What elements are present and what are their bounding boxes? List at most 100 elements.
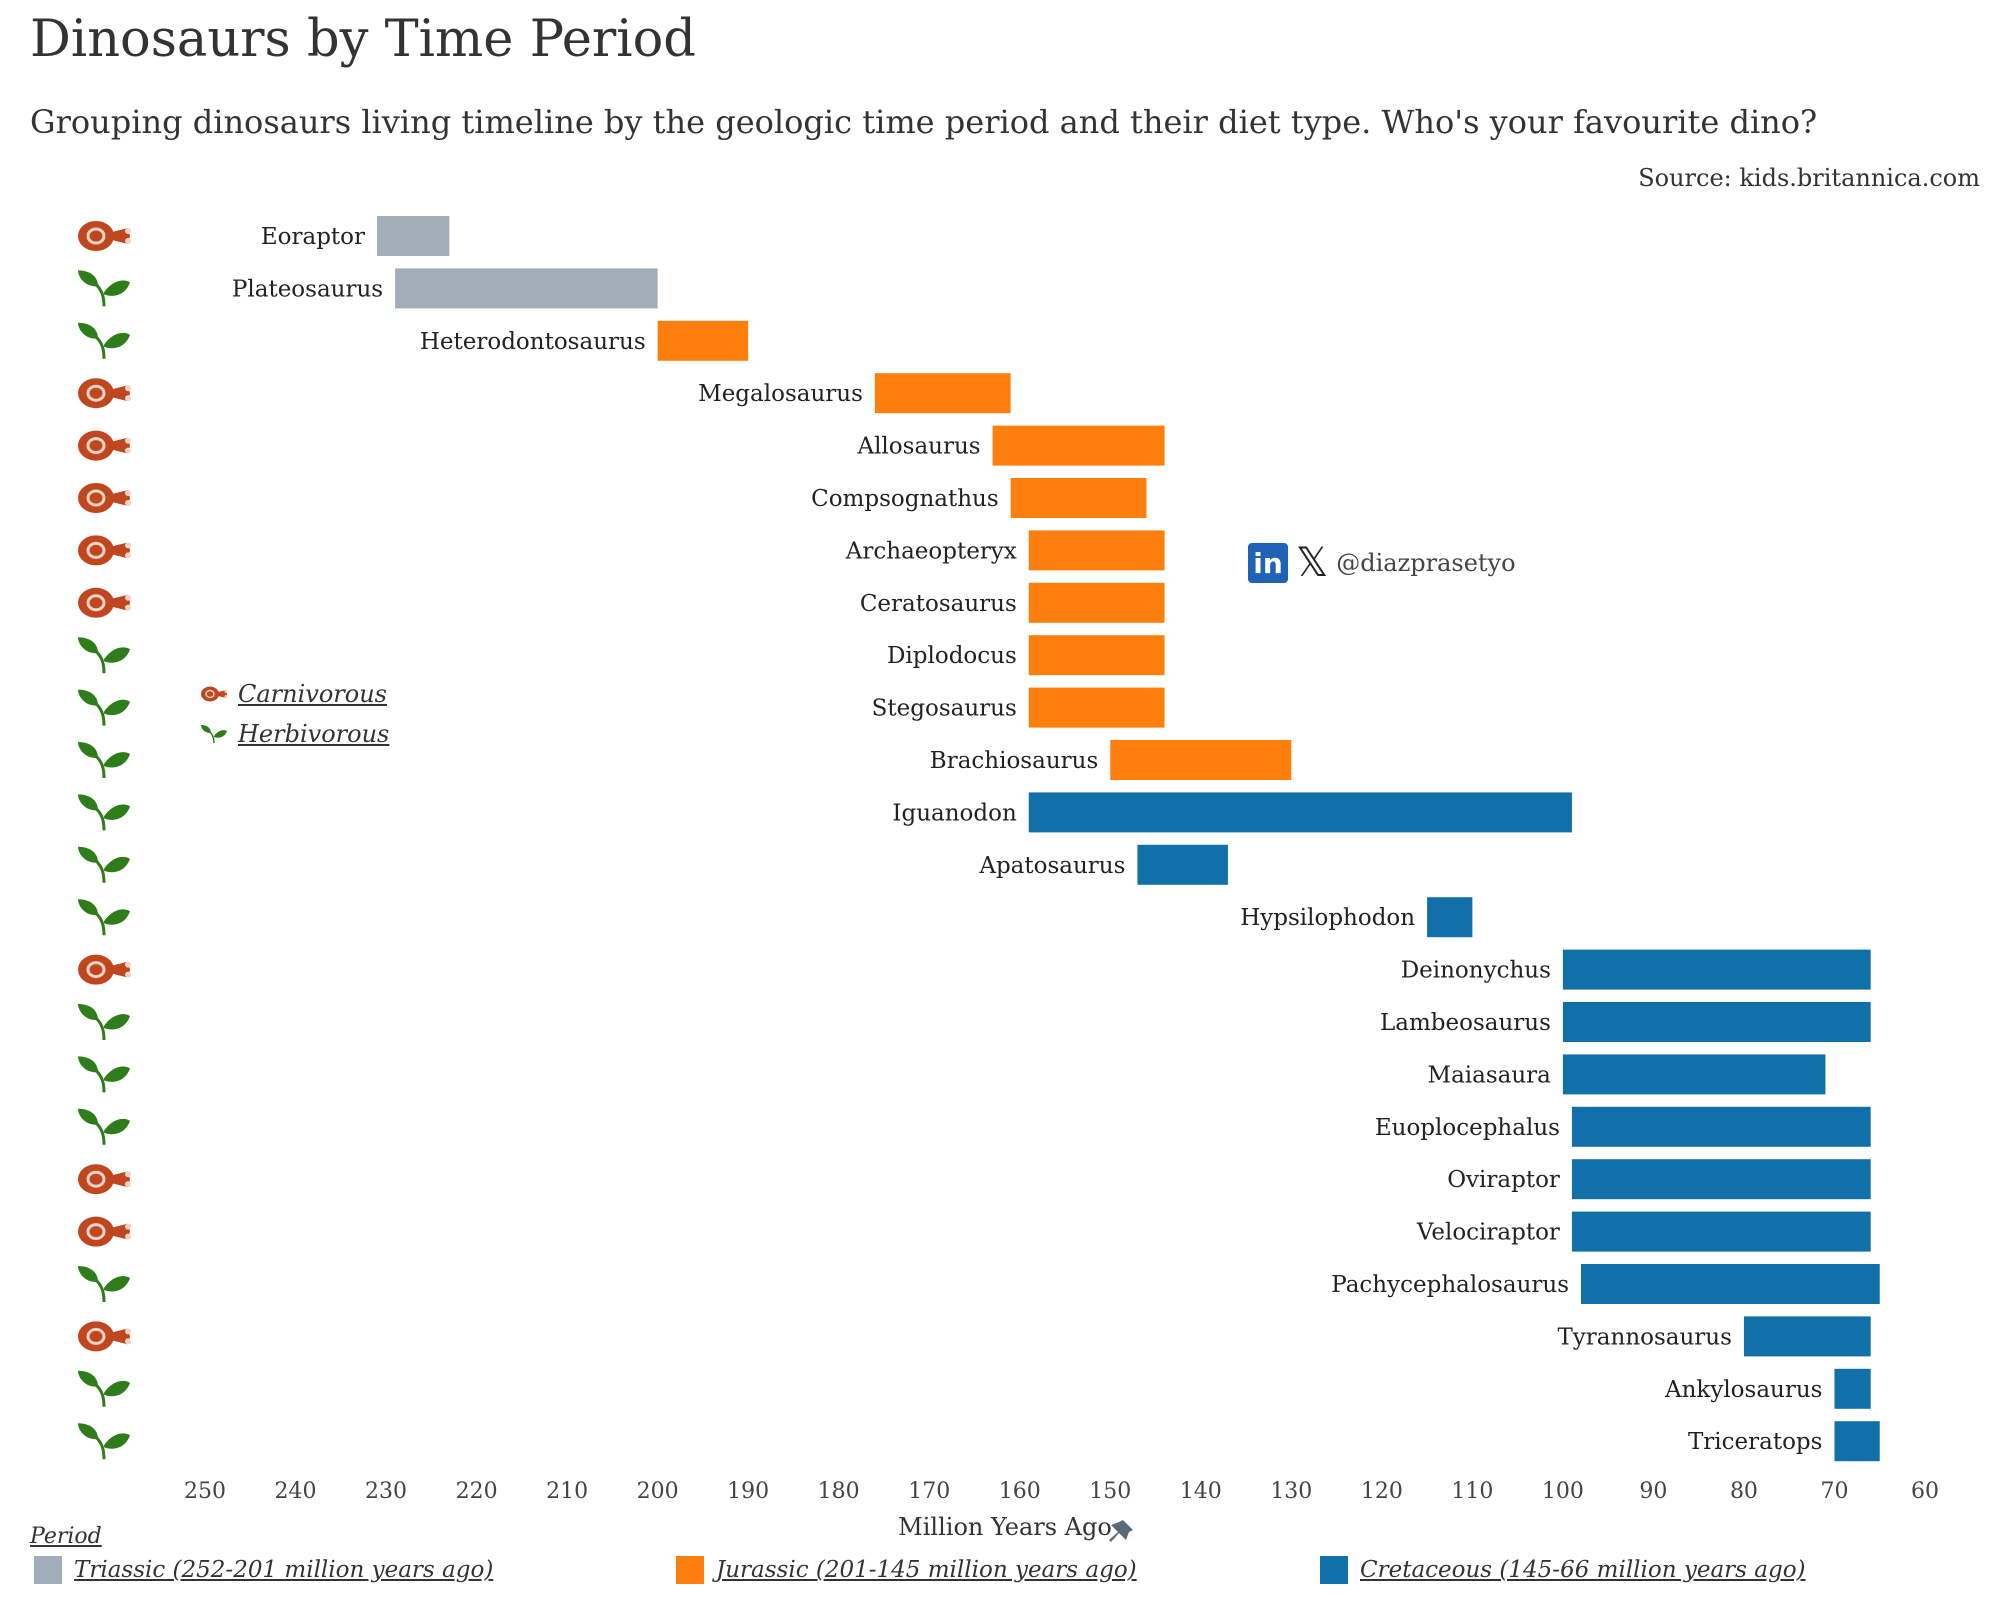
dino-row: Archaeopteryx <box>78 530 1165 571</box>
pin-icon <box>1109 1520 1133 1542</box>
period-legend-cretaceous[interactable]: Cretaceous (145-66 million years ago) <box>1320 1556 1806 1584</box>
dino-row: Lambeosaurus <box>78 1002 1871 1042</box>
x-tick-label: 130 <box>1270 1479 1312 1504</box>
x-tick-label: 230 <box>365 1479 407 1504</box>
range-bar <box>992 425 1165 466</box>
jurassic-swatch <box>676 1556 704 1584</box>
dino-row: Deinonychus <box>78 949 1871 990</box>
chart-subtitle: Grouping dinosaurs living timeline by th… <box>30 103 1818 141</box>
range-bar <box>1834 1421 1880 1462</box>
dino-row: Hypsilophodon <box>78 897 1473 938</box>
leaf-icon <box>78 1108 130 1145</box>
range-bar <box>1028 687 1165 728</box>
dino-row: Stegosaurus <box>78 687 1165 728</box>
dino-label: Diplodocus <box>887 643 1017 669</box>
period-legend-label: Triassic (252-201 million years ago) <box>74 1557 494 1583</box>
dino-label: Allosaurus <box>856 434 980 460</box>
leaf-icon <box>78 794 130 831</box>
range-bar <box>1010 478 1147 518</box>
x-tick-label: 220 <box>456 1479 498 1504</box>
legend-herbivorous-label: Herbivorous <box>238 720 390 748</box>
dino-label: Velociraptor <box>1416 1220 1560 1246</box>
dino-label: Triceratops <box>1688 1429 1823 1455</box>
dino-row: Euoplocephalus <box>78 1106 1871 1147</box>
author-handle: @diazprasetyo <box>1336 549 1516 577</box>
legend-carnivorous[interactable]: Carnivorous <box>200 680 387 708</box>
dino-row: Megalosaurus <box>78 373 1011 414</box>
dino-row: Allosaurus <box>78 425 1165 466</box>
meat-icon <box>78 430 131 461</box>
dino-label: Eoraptor <box>261 224 365 250</box>
cretaceous-swatch <box>1320 1556 1348 1584</box>
dino-row: Maiasaura <box>78 1054 1826 1095</box>
range-bar <box>1562 949 1871 990</box>
meat-icon <box>78 1321 131 1352</box>
legend-herbivorous[interactable]: Herbivorous <box>200 720 389 748</box>
dino-label: Brachiosaurus <box>930 748 1098 774</box>
dino-row: Ankylosaurus <box>78 1368 1871 1409</box>
dino-label: Archaeopteryx <box>845 538 1017 564</box>
range-bar <box>395 268 658 309</box>
period-legend-title: Period <box>30 1524 102 1549</box>
range-bar <box>1743 1316 1871 1357</box>
meat-icon <box>78 483 131 513</box>
dino-label: Hypsilophodon <box>1240 905 1415 931</box>
dino-row: Diplodocus <box>78 635 1165 676</box>
meat-icon <box>78 378 131 409</box>
meat-icon <box>78 221 131 251</box>
dino-label: Iguanodon <box>892 800 1017 826</box>
range-bar <box>1571 1211 1871 1252</box>
dino-row: Compsognathus <box>78 478 1147 518</box>
range-bar <box>1028 792 1572 833</box>
dino-row: Plateosaurus <box>78 268 658 309</box>
range-bar <box>1137 844 1228 885</box>
dino-label: Euoplocephalus <box>1375 1115 1560 1141</box>
dino-label: Compsognathus <box>811 486 999 512</box>
leaf-icon <box>78 1004 130 1041</box>
meat-icon <box>201 686 228 702</box>
dino-label: Deinonychus <box>1401 958 1551 984</box>
dino-label: Tyrannosaurus <box>1557 1324 1731 1350</box>
range-bar <box>1571 1106 1871 1147</box>
dino-label: Ankylosaurus <box>1664 1377 1823 1403</box>
dino-row: Iguanodon <box>78 792 1572 833</box>
x-tick-label: 200 <box>637 1479 679 1504</box>
period-legend-jurassic[interactable]: Jurassic (201-145 million years ago) <box>676 1556 1137 1584</box>
dino-row: Tyrannosaurus <box>78 1316 1871 1357</box>
dino-label: Oviraptor <box>1447 1167 1560 1193</box>
dino-label: Heterodontosaurus <box>420 329 646 355</box>
author-watermark: in 𝕏 @diazprasetyo <box>1248 543 1516 583</box>
range-bar <box>1834 1368 1871 1409</box>
dino-label: Stegosaurus <box>872 696 1017 722</box>
range-bar <box>1110 740 1292 780</box>
x-tick-label: 120 <box>1361 1479 1403 1504</box>
leaf-icon <box>78 899 130 936</box>
dino-row: Triceratops <box>78 1421 1880 1462</box>
period-legend-label: Cretaceous (145-66 million years ago) <box>1360 1557 1806 1583</box>
source-note: Source: kids.britannica.com <box>1638 164 1980 192</box>
dino-row: Velociraptor <box>78 1211 1871 1252</box>
dino-row: Pachycephalosaurus <box>78 1264 1880 1304</box>
leaf-icon <box>78 742 130 779</box>
leaf-icon <box>78 1266 130 1303</box>
x-axis-title: Million Years Ago <box>898 1513 1112 1541</box>
range-bar <box>377 216 450 256</box>
period-legend-triassic[interactable]: Triassic (252-201 million years ago) <box>34 1556 493 1584</box>
x-tick-label: 90 <box>1639 1479 1667 1504</box>
linkedin-icon[interactable]: in <box>1248 543 1288 583</box>
x-tick-label: 110 <box>1451 1479 1493 1504</box>
range-bar <box>657 320 749 361</box>
x-tick-label: 150 <box>1089 1479 1131 1504</box>
x-tick-label: 140 <box>1180 1479 1222 1504</box>
x-tick-label: 190 <box>727 1479 769 1504</box>
dino-row: Ceratosaurus <box>78 582 1165 623</box>
leaf-icon <box>201 725 227 744</box>
dino-row: Apatosaurus <box>78 844 1228 885</box>
x-tick-label: 100 <box>1542 1479 1584 1504</box>
dino-row: Oviraptor <box>78 1159 1871 1200</box>
x-tick-label: 80 <box>1730 1479 1758 1504</box>
leaf-icon <box>78 689 130 726</box>
dino-label: Lambeosaurus <box>1380 1010 1551 1036</box>
x-icon[interactable]: 𝕏 <box>1296 540 1329 586</box>
